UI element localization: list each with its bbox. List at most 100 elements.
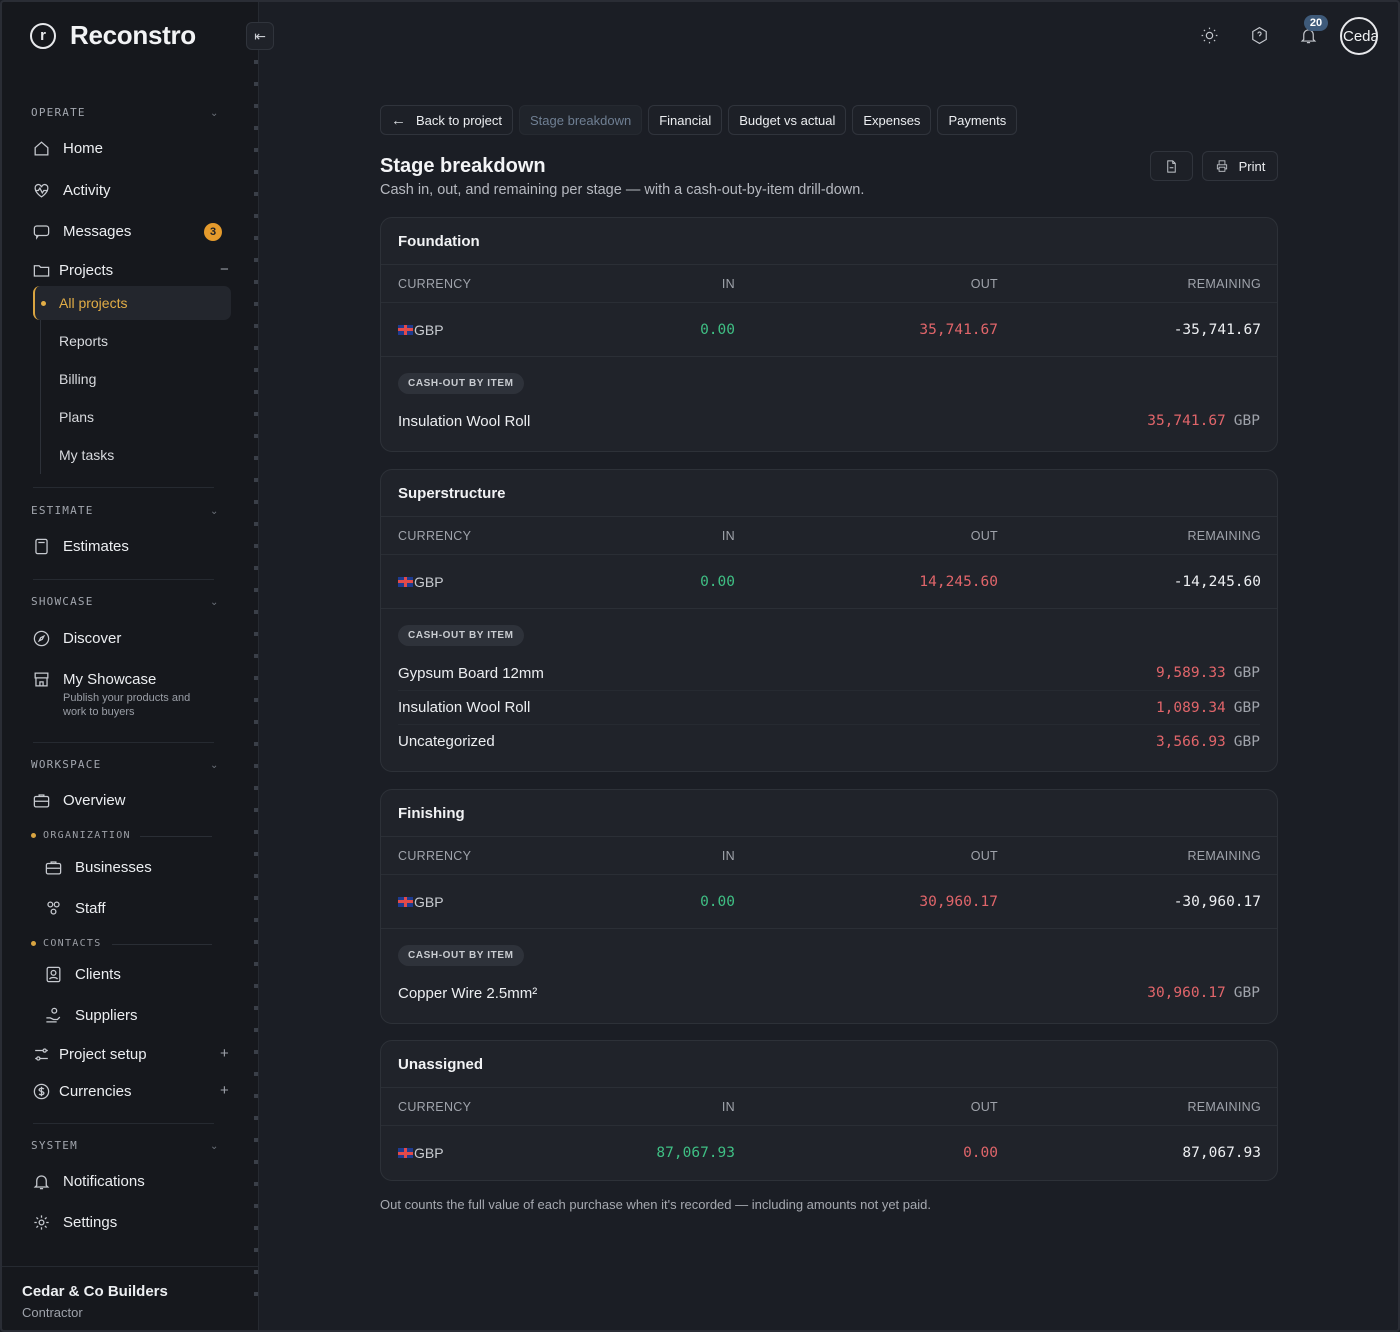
in-value: 0.00	[700, 321, 735, 338]
organization-dot-icon	[31, 833, 36, 838]
page-title: Stage breakdown	[380, 155, 546, 177]
collapse-projects-icon[interactable]: −	[220, 261, 229, 278]
section-estimate[interactable]: ESTIMATE	[31, 504, 94, 517]
active-dot-icon	[41, 301, 46, 306]
staff-icon	[43, 898, 63, 918]
table-header: CURRENCY IN OUT REMAINING	[381, 837, 1277, 875]
nav-my-showcase[interactable]: My Showcase	[31, 669, 156, 689]
column-currency: CURRENCY	[398, 1099, 472, 1114]
table-row: GBP 0.00 14,245.60 -14,245.60	[381, 555, 1277, 609]
export-pdf-button[interactable]	[1150, 151, 1193, 181]
nav-notifications[interactable]: Notifications	[31, 1171, 145, 1191]
nav-overview[interactable]: Overview	[31, 790, 126, 810]
chevron-down-icon[interactable]: ⌄	[210, 1141, 219, 1152]
item-currency: GBP	[1233, 733, 1260, 750]
tab-expenses[interactable]: Expenses	[852, 105, 932, 135]
uk-flag-icon	[398, 324, 413, 335]
nav-clients[interactable]: Clients	[43, 964, 121, 984]
bell-icon	[31, 1171, 51, 1191]
nav-discover[interactable]: Discover	[31, 628, 121, 648]
back-to-project-button[interactable]: ← Back to project	[380, 105, 513, 135]
nav-currencies[interactable]: Currencies	[31, 1081, 132, 1101]
sliders-icon	[31, 1044, 51, 1064]
column-out: OUT	[970, 1099, 998, 1114]
page-subtitle: Cash in, out, and remaining per stage — …	[380, 182, 865, 198]
table-header: CURRENCY IN OUT REMAINING	[381, 517, 1277, 555]
section-workspace[interactable]: WORKSPACE	[31, 758, 102, 771]
sub-item-all-projects[interactable]	[33, 286, 231, 320]
contacts-dot-icon	[31, 941, 36, 946]
list-item: Gypsum Board 12mm 9,589.33 GBP	[398, 656, 1260, 690]
tab-payments[interactable]: Payments	[937, 105, 1018, 135]
print-button[interactable]: Print	[1202, 151, 1278, 181]
remaining-value: 87,067.93	[1182, 1145, 1261, 1161]
messages-icon	[31, 221, 51, 241]
chevron-down-icon[interactable]: ⌄	[210, 597, 219, 608]
sub-item-reports[interactable]: Reports	[59, 333, 109, 349]
table-header: CURRENCY IN OUT REMAINING	[381, 1088, 1277, 1126]
section-operate[interactable]: OPERATE	[31, 106, 86, 119]
divider	[33, 579, 214, 580]
stage-title: Finishing	[381, 790, 1277, 837]
nav-settings[interactable]: Settings	[31, 1212, 117, 1232]
chevron-down-icon[interactable]: ⌄	[210, 108, 219, 119]
nav-project-setup[interactable]: Project setup	[31, 1044, 147, 1064]
currency-code: GBP	[414, 573, 444, 590]
nav-home[interactable]: Home	[31, 138, 103, 158]
sun-icon[interactable]	[1198, 24, 1220, 46]
currency-code: GBP	[414, 1145, 444, 1161]
back-to-project-label: Back to project	[416, 112, 502, 128]
item-currency: GBP	[1233, 699, 1260, 716]
item-amount: 30,960.17 GBP	[1147, 985, 1260, 1001]
column-remaining: REMAINING	[1187, 528, 1261, 543]
help-icon[interactable]	[1248, 24, 1270, 46]
sub-item-billing[interactable]: Billing	[59, 371, 97, 387]
stage-title: Unassigned	[381, 1041, 1277, 1088]
my-showcase-description: Publish your products and work to buyers	[63, 692, 191, 718]
storefront-icon	[31, 669, 51, 689]
sub-item-my-tasks[interactable]: My tasks	[59, 447, 115, 463]
organization-role: Contractor	[22, 1305, 83, 1320]
chevron-down-icon[interactable]: ⌄	[210, 760, 219, 771]
nav-estimates[interactable]: Estimates	[31, 536, 129, 556]
column-out: OUT	[970, 276, 998, 291]
avatar[interactable]: Ceda	[1340, 17, 1378, 55]
heartbeat-icon	[31, 180, 51, 200]
item-amount-value: 9,589.33	[1155, 665, 1226, 681]
item-amount-value: 1,089.34	[1155, 699, 1226, 716]
nav-projects[interactable]: Projects	[31, 260, 113, 280]
nav-businesses[interactable]: Businesses	[43, 857, 152, 877]
tab-budget-vs-actual[interactable]: Budget vs actual	[728, 105, 847, 135]
section-showcase[interactable]: SHOWCASE	[31, 595, 94, 608]
nav-home-label: Home	[63, 139, 104, 157]
item-name: Uncategorized	[398, 733, 495, 750]
organization-switcher[interactable]: Cedar & Co Builders Contractor	[2, 1266, 258, 1332]
sidebar-resize-handle[interactable]	[254, 60, 258, 1310]
nav-messages[interactable]: Messages	[31, 221, 131, 241]
section-system[interactable]: SYSTEM	[31, 1139, 78, 1152]
brand[interactable]: r Reconstro	[30, 20, 196, 51]
folder-icon	[31, 260, 51, 280]
tab-stage-breakdown[interactable]: Stage breakdown	[519, 105, 643, 135]
item-name: Insulation Wool Roll	[398, 412, 531, 430]
sub-item-plans[interactable]: Plans	[59, 409, 95, 425]
remaining-value: -30,960.17	[1173, 893, 1261, 910]
column-currency: CURRENCY	[398, 528, 472, 543]
sub-item-all-projects-label[interactable]: All projects	[59, 295, 128, 311]
expand-project-setup-icon[interactable]: +	[220, 1045, 229, 1062]
remaining-value: -14,245.60	[1173, 573, 1261, 590]
collapse-sidebar-button[interactable]: ⇤	[246, 22, 274, 50]
table-row: GBP 87,067.93 0.00 87,067.93	[381, 1126, 1277, 1180]
calculator-icon	[31, 536, 51, 556]
tab-financial[interactable]: Financial	[648, 105, 723, 135]
chevron-down-icon[interactable]: ⌄	[210, 506, 219, 517]
out-value: 30,960.17	[919, 893, 998, 910]
expand-currencies-icon[interactable]: +	[220, 1082, 229, 1099]
logo-icon: r	[30, 22, 56, 49]
nav-suppliers[interactable]: Suppliers	[43, 1005, 138, 1025]
nav-messages-label: Messages	[63, 222, 132, 240]
nav-estimates-label: Estimates	[63, 537, 129, 555]
nav-staff[interactable]: Staff	[43, 898, 106, 918]
nav-clients-label: Clients	[75, 965, 121, 983]
nav-activity[interactable]: Activity	[31, 180, 111, 200]
